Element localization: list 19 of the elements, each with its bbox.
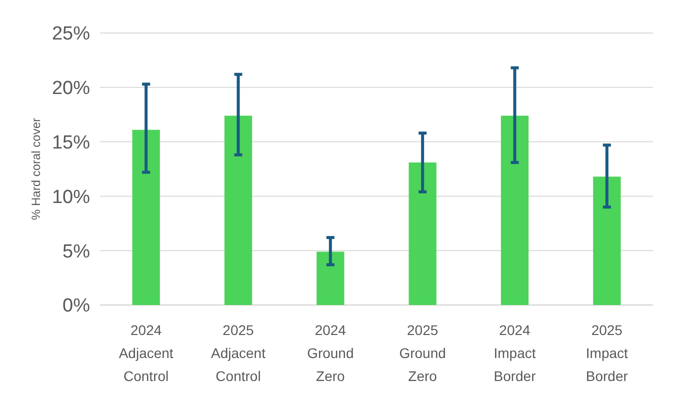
y-tick-label: 10% — [52, 186, 90, 208]
bar — [593, 176, 621, 305]
x-tick-label: 2024 Ground Zero — [307, 322, 354, 384]
bar — [500, 116, 529, 305]
y-tick-label: 15% — [52, 132, 90, 154]
x-tick-label: 2024 Impact Border — [494, 322, 536, 384]
bar — [132, 130, 160, 305]
bar — [408, 162, 436, 305]
x-tick-label: 2025 Ground Zero — [399, 322, 446, 384]
x-tick-label: 2025 Adjacent Control — [211, 322, 266, 384]
y-tick-label: 25% — [52, 24, 90, 45]
y-axis-title: % Hard coral cover — [29, 118, 43, 220]
bar — [224, 116, 252, 305]
x-tick-label: 2025 Impact Border — [586, 322, 628, 384]
x-tick-label: 2024 Adjacent Control — [118, 322, 174, 384]
y-tick-label: 20% — [52, 78, 90, 100]
bar — [316, 252, 344, 305]
y-tick-label: 5% — [62, 241, 90, 262]
y-tick-label: 0% — [62, 296, 90, 317]
